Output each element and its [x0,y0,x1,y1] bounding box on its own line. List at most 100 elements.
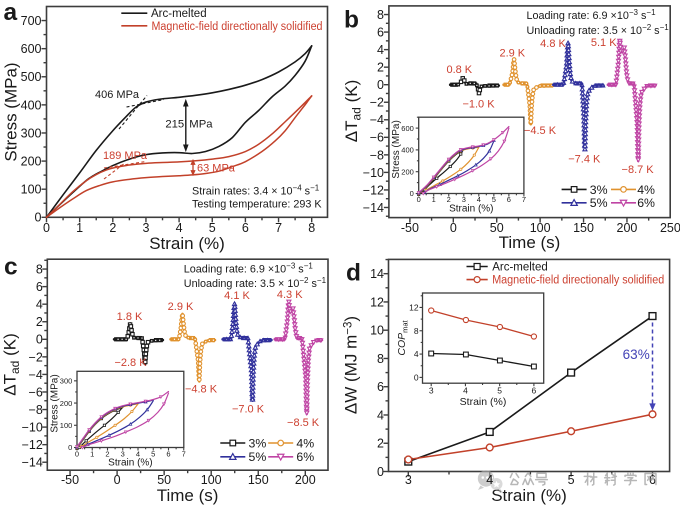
svg-text:Strain (%): Strain (%) [149,234,225,253]
svg-text:1: 1 [432,195,436,204]
svg-text:600: 600 [401,124,414,133]
svg-text:0: 0 [75,449,79,458]
svg-text:400: 400 [21,98,42,112]
svg-text:Time (s): Time (s) [157,486,219,505]
svg-text:700: 700 [21,14,42,28]
svg-text:150: 150 [573,221,594,235]
svg-text:MPa: MPa [189,118,213,130]
svg-text:3%: 3% [590,183,608,197]
svg-text:3%: 3% [249,436,267,450]
svg-text:7: 7 [522,195,526,204]
svg-text:Stress (MPa): Stress (MPa) [50,374,61,432]
svg-text:6%: 6% [637,196,655,210]
svg-text:−7.4 K: −7.4 K [568,154,601,166]
svg-text:400: 400 [401,146,414,155]
svg-text:200: 200 [60,399,73,408]
svg-text:4: 4 [377,408,384,422]
svg-text:5%: 5% [590,196,608,210]
svg-text:−14: −14 [363,201,384,215]
svg-text:12: 12 [370,295,384,309]
svg-text:4: 4 [176,221,183,235]
svg-text:−10: −10 [363,166,384,180]
svg-text:4.1 K: 4.1 K [224,290,250,302]
svg-text:−6: −6 [370,131,384,145]
svg-text:189 MPa: 189 MPa [103,150,148,162]
svg-text:6: 6 [377,25,384,39]
svg-text:Stress (MPa): Stress (MPa) [391,120,402,178]
svg-text:−8: −8 [29,403,43,417]
svg-text:250: 250 [660,221,680,235]
svg-text:b: b [344,6,359,33]
svg-text:7: 7 [275,221,282,235]
svg-text:a: a [4,0,18,26]
svg-text:63%: 63% [623,347,650,362]
svg-text:−8.5 K: −8.5 K [287,417,320,429]
svg-text:8: 8 [414,326,419,336]
svg-text:0: 0 [450,221,457,235]
svg-text:−4.8 K: −4.8 K [185,384,218,396]
svg-text:6: 6 [532,386,537,396]
svg-text:Strain (%): Strain (%) [108,458,152,469]
svg-text:4.3 K: 4.3 K [277,289,303,301]
svg-text:Stress (MPa): Stress (MPa) [2,62,21,161]
svg-text:Arc-melted: Arc-melted [492,262,548,274]
svg-text:5%: 5% [249,450,267,464]
svg-text:5: 5 [568,473,575,487]
svg-text:−4: −4 [370,113,384,127]
svg-text:150: 150 [248,473,269,487]
svg-text:-50: -50 [401,221,419,235]
svg-text:63 MPa: 63 MPa [197,162,236,174]
svg-text:300: 300 [21,126,42,140]
svg-text:5.1 K: 5.1 K [591,37,617,49]
svg-text:100: 100 [21,183,42,197]
svg-text:2.9 K: 2.9 K [168,301,194,313]
svg-text:200: 200 [401,167,414,176]
svg-text:0: 0 [68,443,72,452]
svg-text:4: 4 [414,349,419,359]
svg-text:Arc-melted: Arc-melted [151,8,207,20]
svg-text:200: 200 [21,154,42,168]
svg-text:0: 0 [43,221,50,235]
svg-text:1: 1 [90,449,94,458]
svg-text:3: 3 [429,386,434,396]
svg-text:2: 2 [377,61,384,75]
svg-text:6: 6 [242,221,249,235]
svg-text:0: 0 [36,333,43,347]
svg-text:−8.7 K: −8.7 K [622,164,655,176]
svg-text:406 MPa: 406 MPa [95,89,140,101]
svg-text:5: 5 [497,386,502,396]
svg-text:0: 0 [114,473,121,487]
svg-text:200: 200 [617,221,638,235]
svg-text:0: 0 [35,211,42,225]
svg-text:Testing temperature: 293 K: Testing temperature: 293 K [192,199,322,211]
svg-text:215: 215 [165,118,184,130]
svg-text:14: 14 [370,267,384,281]
svg-text:12: 12 [409,302,419,312]
svg-text:−12: −12 [22,438,43,452]
svg-text:4: 4 [486,473,493,487]
svg-text:−4.5 K: −4.5 K [524,125,557,137]
svg-text:8: 8 [377,8,384,22]
svg-text:−2.8 K: −2.8 K [114,357,147,369]
svg-text:0: 0 [377,78,384,92]
svg-text:8: 8 [308,221,315,235]
svg-text:0.8 K: 0.8 K [446,64,472,76]
svg-text:d: d [346,259,361,286]
svg-text:−4: −4 [29,368,43,382]
svg-text:3: 3 [142,221,149,235]
svg-text:300: 300 [60,377,73,386]
svg-text:−8: −8 [370,148,384,162]
svg-text:10: 10 [370,324,384,338]
svg-text:4%: 4% [296,436,314,450]
svg-text:2: 2 [36,315,43,329]
svg-text:4.8 K: 4.8 K [540,38,566,50]
svg-text:−2: −2 [29,350,43,364]
svg-text:6: 6 [36,280,43,294]
svg-text:4: 4 [36,298,43,312]
svg-text:8: 8 [377,352,384,366]
svg-text:c: c [4,253,18,280]
svg-text:−7.0 K: −7.0 K [232,404,265,416]
svg-text:3: 3 [405,473,412,487]
svg-text:6: 6 [507,195,511,204]
svg-text:6: 6 [377,380,384,394]
